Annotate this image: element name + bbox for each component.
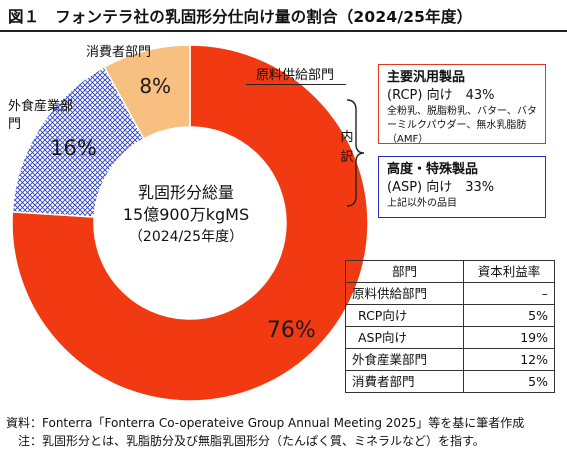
table-cell-sector: 外食産業部門: [345, 348, 464, 371]
breakdown-text: 内訳: [340, 130, 354, 165]
rcp-note: 全粉乳、脱脂粉乳、バター、バターミルクパウダー、無水乳脂肪（AMF）: [387, 106, 537, 145]
breakdown-bracket: [346, 99, 365, 207]
page-title: 図１ フォンテラ社の乳固形分仕向け量の割合（2024/25年度）: [8, 8, 473, 26]
table-cell-sector: ASP向け: [345, 326, 464, 349]
table-cell-roi: 5%: [463, 304, 555, 327]
slice-value-label-raw-material: 76%: [267, 318, 316, 343]
center-label-line: 15億900万kgMS: [122, 205, 250, 224]
asp-note: 上記以外の品目: [387, 198, 457, 209]
table-cell-sector: 消費者部門: [345, 370, 464, 393]
donut-slice-food-service: [11, 65, 145, 218]
slice-value-label-food-service: 16%: [50, 136, 97, 160]
table-cell-roi: –: [463, 282, 555, 305]
table-cell-roi: 5%: [463, 370, 555, 393]
slice-value-label-consumer: 8%: [139, 74, 171, 98]
table-row: 原料供給部門 –: [345, 282, 555, 305]
raw-material-heading: 原料供給部門: [255, 68, 334, 83]
table-row: 外食産業部門 12%: [345, 348, 555, 371]
table-cell-sector: 原料供給部門: [345, 282, 464, 305]
table-row: RCP向け 5%: [345, 304, 555, 327]
breakdown-label: 内訳: [339, 128, 355, 168]
raw-material-underline: [246, 84, 346, 85]
footnote: 注：乳固形分とは、乳脂肪分及び無脂乳固形分（たんぱく質、ミネラルなど）を指す。: [6, 434, 485, 448]
asp-share: (ASP) 向け 33%: [387, 180, 495, 195]
food-service-segment-label: 外食産業部門: [8, 99, 74, 132]
asp-box: 高度・特殊製品 (ASP) 向け 33% 上記以外の品目: [378, 156, 546, 218]
consumer-segment-label: 消費者部門: [86, 45, 152, 60]
center-label-line: （2024/25年度）: [128, 229, 244, 245]
donut-center-label: 乳固形分総量 15億900万kgMS （2024/25年度）: [116, 182, 256, 248]
rcp-share: (RCP) 向け 43%: [387, 88, 495, 103]
table-row: 消費者部門 5%: [345, 370, 555, 393]
table-row: ASP向け 19%: [345, 326, 555, 349]
asp-title: 高度・特殊製品: [387, 162, 479, 177]
table-cell-roi: 19%: [463, 326, 555, 349]
donut-slice-raw-material: [11, 44, 369, 402]
column-header-roi: 資本利益率: [463, 260, 555, 283]
source-note: 資料：Fonterra「Fonterra Co-operateive Group…: [6, 416, 525, 430]
table-cell-sector: RCP向け: [345, 304, 464, 327]
title-divider: [0, 30, 567, 32]
center-label-line: 乳固形分総量: [137, 183, 234, 202]
table-cell-roi: 12%: [463, 348, 555, 371]
table-header-row: 部門 資本利益率: [345, 260, 555, 283]
column-header-sector: 部門: [345, 260, 464, 283]
roi-table: 部門 資本利益率 原料供給部門 – RCP向け 5% ASP向け 19% 外食産…: [345, 260, 555, 393]
rcp-title: 主要汎用製品: [387, 70, 466, 85]
rcp-box: 主要汎用製品 (RCP) 向け 43% 全粉乳、脱脂粉乳、バター、バターミルクパ…: [378, 64, 546, 145]
donut-slice-consumer: [103, 44, 191, 140]
